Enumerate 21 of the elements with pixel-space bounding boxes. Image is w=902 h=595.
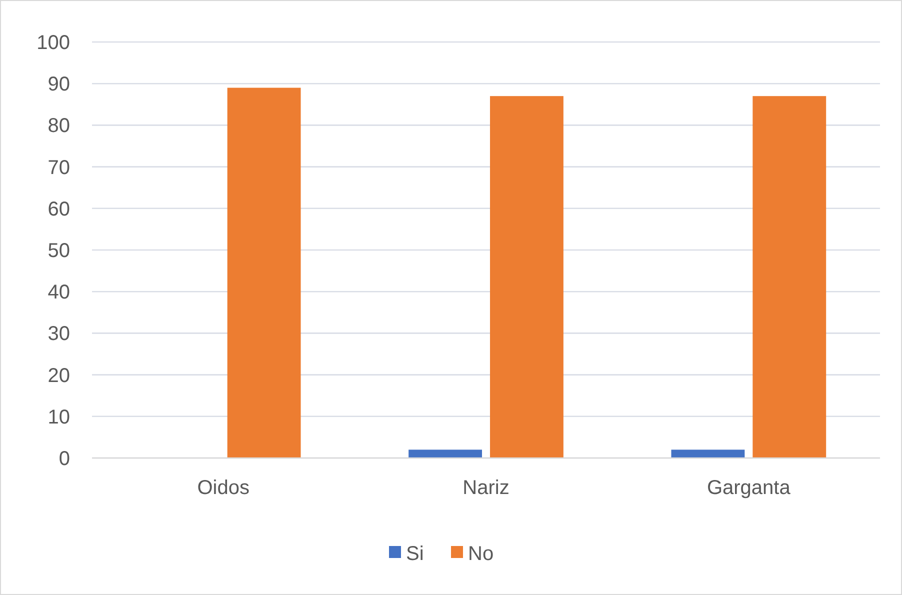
x-tick-label: Nariz (462, 477, 510, 499)
y-tick-label: 10 (48, 406, 70, 428)
y-tick-label: 20 (48, 364, 70, 387)
bar (752, 96, 826, 458)
legend-label: Si (406, 543, 424, 565)
y-tick-label: 30 (48, 323, 70, 346)
x-tick-label: Oidos (197, 477, 250, 499)
y-tick-label: 90 (48, 74, 70, 96)
y-tick-label: 70 (48, 156, 70, 179)
bar (227, 88, 301, 458)
bar (671, 450, 745, 458)
y-tick-label: 40 (48, 282, 70, 304)
y-tick-label: 80 (48, 115, 70, 138)
y-tick-label: 0 (58, 448, 70, 470)
y-tick-label: 60 (48, 198, 70, 220)
x-tick-label: Garganta (706, 477, 792, 499)
bar (490, 96, 564, 458)
y-tick-label: 100 (36, 32, 70, 54)
y-tick-label: 50 (48, 240, 70, 262)
legend-label: No (468, 543, 494, 565)
bar (408, 450, 482, 458)
